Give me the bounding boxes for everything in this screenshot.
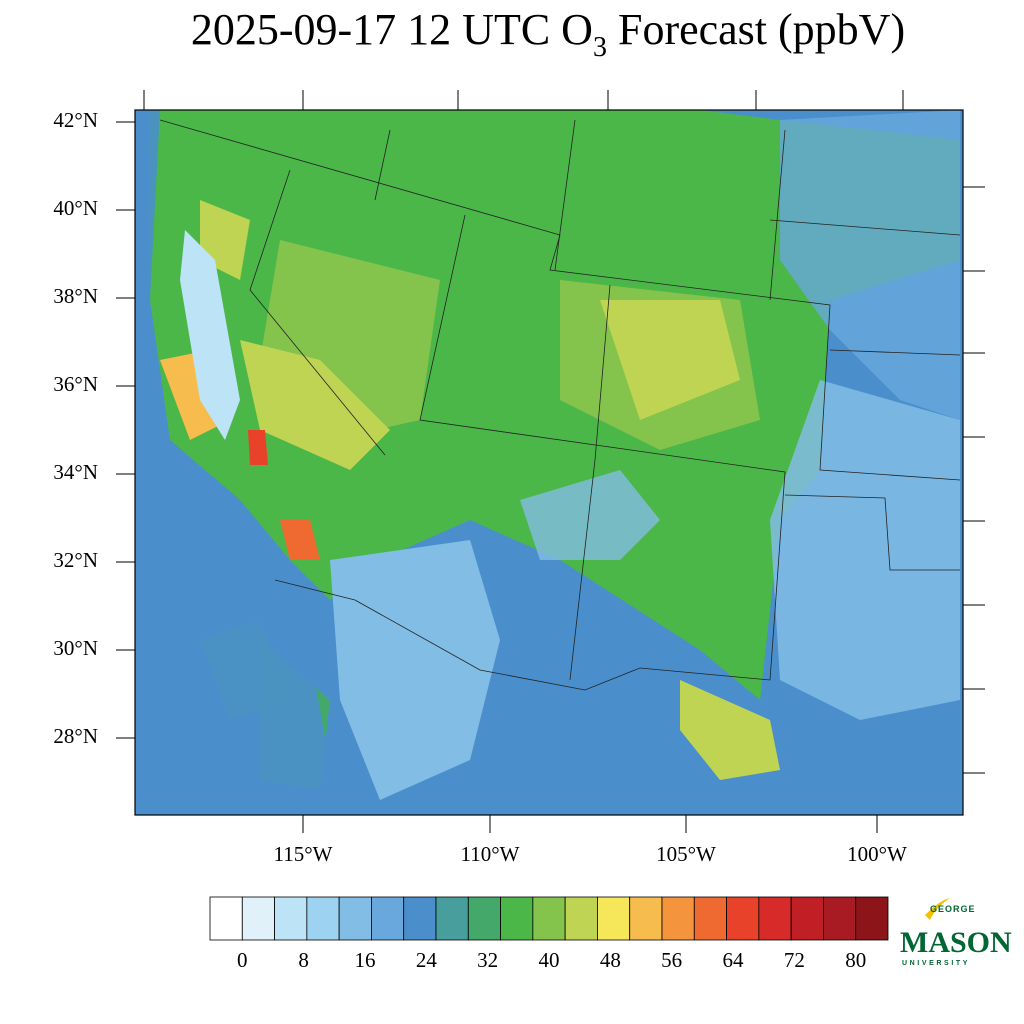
colorbar-box bbox=[500, 896, 534, 941]
colorbar-label: 16 bbox=[354, 948, 375, 972]
colorbar-label: 40 bbox=[539, 948, 560, 972]
colorbar-box bbox=[790, 896, 824, 941]
colorbar-label: 8 bbox=[298, 948, 309, 972]
colorbar-box bbox=[435, 896, 469, 941]
colorbar-box bbox=[726, 896, 760, 941]
logo-top: GEORGE bbox=[930, 904, 976, 914]
lat-label: 34°N bbox=[53, 460, 98, 484]
colorbar-box bbox=[597, 896, 631, 941]
colorbar-label: 24 bbox=[416, 948, 438, 972]
colorbar-label: 80 bbox=[845, 948, 866, 972]
colorbar-label: 0 bbox=[237, 948, 248, 972]
colorbar-box bbox=[629, 896, 663, 941]
title: 2025-09-17 12 UTC O3 Forecast (ppbV) bbox=[191, 5, 905, 63]
colorbar-box bbox=[693, 896, 727, 941]
colorbar-box bbox=[661, 896, 695, 941]
lat-label: 36°N bbox=[53, 372, 98, 396]
axis-labels: 42°N 40°N 38°N 36°N 34°N 32°N 30°N 28°N 115°W 110… bbox=[53, 90, 985, 866]
title-suffix: Forecast (ppbV) bbox=[607, 5, 905, 54]
ozone-field bbox=[135, 110, 963, 815]
lat-label: 38°N bbox=[53, 284, 98, 308]
logo: GEORGE MASON UNIVERSITY bbox=[900, 898, 1012, 967]
lat-label: 42°N bbox=[53, 108, 98, 132]
lat-label: 40°N bbox=[53, 196, 98, 220]
lon-label: 110°W bbox=[461, 842, 520, 866]
colorbar-label: 64 bbox=[723, 948, 745, 972]
lon-label: 100°W bbox=[847, 842, 907, 866]
colorbar: 0 8 16 24 32 40 48 56 64 72 80 bbox=[209, 896, 889, 972]
colorbar-box bbox=[823, 896, 857, 941]
colorbar-label: 32 bbox=[477, 948, 498, 972]
colorbar-box bbox=[758, 896, 792, 941]
colorbar-box bbox=[209, 896, 243, 941]
colorbar-box bbox=[403, 896, 437, 941]
colorbar-label: 72 bbox=[784, 948, 805, 972]
lat-label: 32°N bbox=[53, 548, 98, 572]
logo-bottom: UNIVERSITY bbox=[902, 960, 970, 967]
lat-label: 28°N bbox=[53, 724, 98, 748]
title-prefix: 2025-09-17 12 UTC O bbox=[191, 5, 593, 54]
colorbar-box bbox=[564, 896, 598, 941]
colorbar-box bbox=[532, 896, 566, 941]
colorbar-box bbox=[371, 896, 405, 941]
colorbar-box bbox=[306, 896, 340, 941]
logo-name: MASON bbox=[900, 926, 1012, 959]
lat-label: 30°N bbox=[53, 636, 98, 660]
colorbar-label: 48 bbox=[600, 948, 621, 972]
map-frame bbox=[134, 109, 964, 816]
lon-label: 115°W bbox=[274, 842, 333, 866]
colorbar-box bbox=[467, 896, 501, 941]
colorbar-label: 56 bbox=[661, 948, 682, 972]
colorbar-box bbox=[241, 896, 275, 941]
colorbar-box bbox=[855, 896, 889, 941]
lon-label: 105°W bbox=[656, 842, 716, 866]
colorbar-box bbox=[338, 896, 372, 941]
colorbar-box bbox=[274, 896, 308, 941]
title-subscript: 3 bbox=[593, 32, 607, 63]
